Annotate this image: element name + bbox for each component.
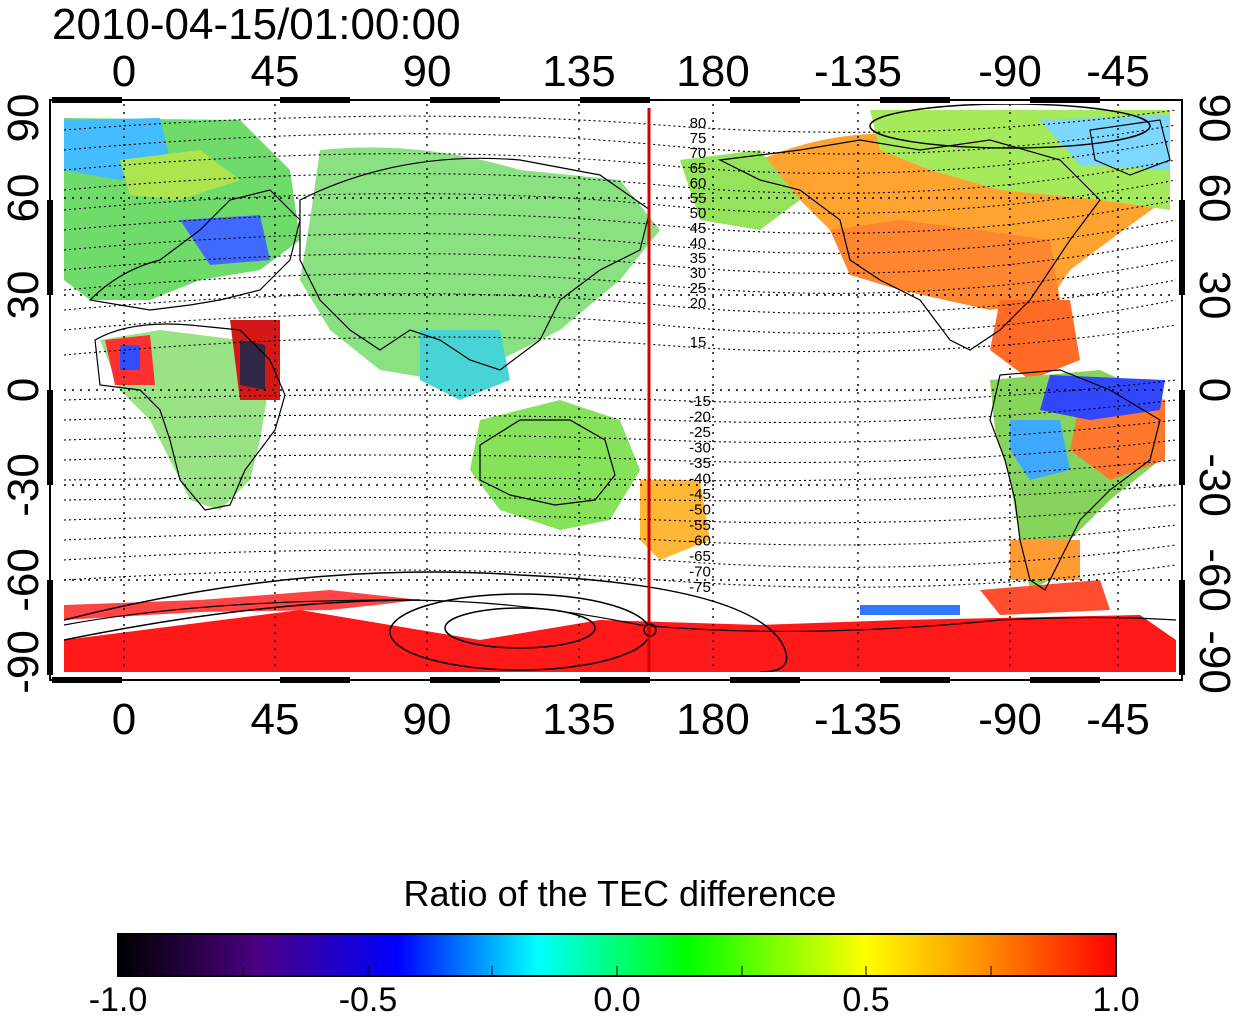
contour-label: -40 [689, 471, 711, 488]
colorbar-label-pos-half: 0.5 [842, 981, 890, 1019]
right-y-tick-label: 90 [1190, 94, 1239, 143]
top-x-tick-label: -135 [814, 47, 902, 96]
asia-region [300, 147, 660, 380]
bottom-x-tick-label: -45 [1086, 695, 1150, 744]
top-x-tick-label: -90 [978, 47, 1042, 96]
right-y-tick-label: -30 [1190, 453, 1239, 517]
contour-label: -30 [689, 440, 711, 457]
bottom-x-tick-label: 135 [542, 695, 615, 744]
contour-label: -55 [689, 517, 711, 534]
bottom-x-tick-label: -90 [978, 695, 1042, 744]
contour-label: -65 [689, 548, 711, 565]
contour-labels-south: -15-20-25-30-35-40-45-50-55-60-65-70-75 [689, 393, 711, 596]
contour-label: 75 [690, 130, 707, 147]
magnetic-latitude-contours [64, 109, 1176, 588]
contour-label: 55 [690, 190, 707, 207]
antarctic-region [64, 610, 1176, 672]
contour-label: -45 [689, 486, 711, 503]
right-y-tick-label: 0 [1190, 378, 1239, 402]
contour-label: -25 [689, 424, 711, 441]
right-y-tick-label: -90 [1190, 630, 1239, 694]
bottom-x-tick-label: 90 [403, 695, 452, 744]
top-x-tick-label: 90 [403, 47, 452, 96]
contour-label: 60 [690, 175, 707, 192]
contour-label: 40 [690, 235, 707, 252]
right-y-tick-label: 30 [1190, 271, 1239, 320]
contour-label: -20 [689, 409, 711, 426]
left-y-tick-label: 0 [0, 378, 48, 402]
colorbar-ticks [242, 966, 992, 976]
contour-label: 25 [690, 280, 707, 297]
left-y-tick-label: -30 [0, 453, 48, 517]
left-y-tick-label: 60 [0, 174, 48, 223]
contour-label: 65 [690, 160, 707, 177]
contour-label: 70 [690, 145, 707, 162]
bottom-x-tick-label: 180 [676, 695, 749, 744]
right-y-tick-labels: 90 60 30 0 -30 -60 -90 [1190, 94, 1239, 694]
contour-label: -15 [689, 393, 711, 410]
contour-label: -70 [689, 564, 711, 581]
right-y-tick-label: 60 [1190, 174, 1239, 223]
top-x-tick-label: 0 [112, 47, 136, 96]
colorbar-label-max: 1.0 [1092, 981, 1140, 1019]
contour-label: 35 [690, 250, 707, 267]
contour-label: -50 [689, 502, 711, 519]
bottom-x-tick-labels: 0 45 90 135 180 -135 -90 -45 [112, 695, 1150, 744]
right-y-tick-label: -60 [1190, 548, 1239, 612]
top-x-tick-labels: 0 45 90 135 180 -135 -90 -45 [112, 47, 1150, 96]
frame-tick-bars [47, 97, 1185, 683]
left-y-tick-label: -60 [0, 548, 48, 612]
colorbar-title: Ratio of the TEC difference [403, 873, 837, 914]
contour-label: 45 [690, 220, 707, 237]
top-x-tick-label: 180 [676, 47, 749, 96]
top-x-tick-label: -45 [1086, 47, 1150, 96]
contour-label: 30 [690, 265, 707, 282]
left-y-tick-labels: 90 60 30 0 -30 -60 -90 [0, 94, 48, 694]
colorbar-label-min: -1.0 [88, 981, 148, 1019]
left-y-tick-label: 30 [0, 271, 48, 320]
colorbar-label-zero: 0.0 [593, 981, 641, 1019]
colorbar-gradient [117, 933, 1117, 977]
contour-label: -35 [689, 455, 711, 472]
contour-label: 15 [690, 334, 707, 351]
contour-label: 20 [690, 295, 707, 312]
reference-point-marker [643, 623, 657, 637]
colorbar-label-neg-half: -0.5 [338, 981, 398, 1019]
contour-label: 80 [690, 115, 707, 132]
graticule [64, 104, 1176, 672]
top-x-tick-label: 45 [251, 47, 300, 96]
contour-label: -75 [689, 579, 711, 596]
coastlines [64, 119, 1176, 633]
left-y-tick-label: -90 [0, 630, 48, 694]
bottom-x-tick-label: -135 [814, 695, 902, 744]
contour-label: -60 [689, 533, 711, 550]
top-x-tick-label: 135 [542, 47, 615, 96]
map-title: 2010-04-15/01:00:00 [52, 0, 461, 49]
contour-label: 50 [690, 205, 707, 222]
bottom-x-tick-label: 0 [112, 695, 136, 744]
left-y-tick-label: 90 [0, 94, 48, 143]
bottom-x-tick-label: 45 [251, 695, 300, 744]
